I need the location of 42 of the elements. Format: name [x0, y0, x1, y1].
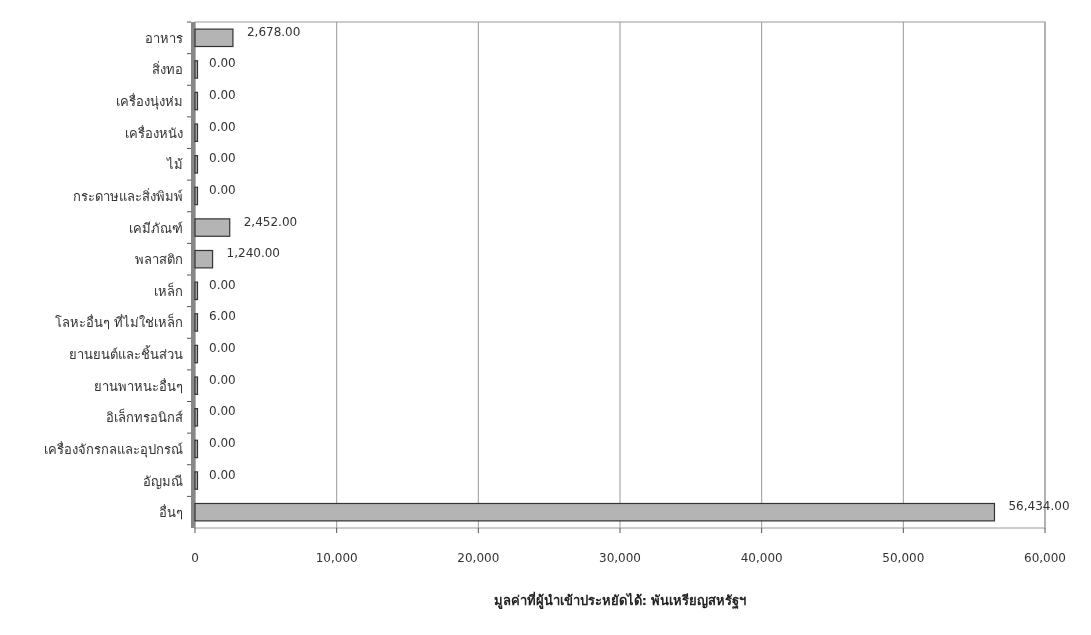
data-label: 0.00 — [209, 372, 236, 387]
y-tick-label: พลาสติก — [135, 252, 183, 268]
y-tick-label: อัญมณี — [143, 473, 183, 489]
data-label: 0.00 — [209, 56, 236, 71]
y-tick-label: อื่นๆ — [159, 504, 183, 521]
y-tick-label: เครื่องจักรกลและอุปกรณ์ — [44, 440, 183, 458]
data-label: 0.00 — [209, 182, 236, 197]
data-label: 6.00 — [209, 309, 236, 324]
x-tick-label: 0 — [191, 551, 199, 565]
x-tick-label: 20,000 — [457, 551, 500, 565]
data-label: 0.00 — [209, 88, 236, 103]
data-label: 0.00 — [209, 341, 236, 356]
data-label: 2,678.00 — [246, 24, 301, 39]
data-label: 0.00 — [209, 151, 236, 166]
data-label: 0.00 — [209, 404, 236, 419]
y-tick-label: เคมีภัณฑ์ — [129, 220, 183, 236]
data-label: 0.00 — [209, 277, 236, 292]
data-label: 56,434.00 — [1008, 499, 1070, 514]
bar — [194, 313, 199, 332]
y-tick-label: ยานยนต์และชิ้นส่วน — [69, 345, 183, 363]
data-label: 1,240.00 — [226, 246, 280, 261]
y-tick-label: เครื่องหนัง — [125, 124, 183, 141]
bar — [194, 502, 996, 522]
y-tick-label: เหล็ก — [154, 281, 183, 299]
x-axis-title: มูลค่าที่ผู้นำเข้าประหยัดได้: พันเหรียญสหรัฐฯ — [493, 591, 747, 610]
y-tick-label: โลหะอื่นๆ ที่ไม่ใช่เหล็ก — [54, 313, 183, 331]
data-label: 0.00 — [209, 467, 236, 482]
y-tick-label: อาหาร — [145, 30, 183, 46]
y-tick-label: กระดาษและสิ่งพิมพ์ — [73, 187, 183, 204]
y-tick-label: ยานพาหนะอื่นๆ — [94, 377, 183, 394]
y-tick-label: เครื่องนุ่งห่ม — [116, 93, 183, 111]
data-label: 0.00 — [209, 435, 236, 450]
x-tick-label: 10,000 — [315, 551, 358, 565]
x-tick-label: 50,000 — [882, 551, 925, 565]
y-tick-label: ไม้ — [166, 157, 183, 173]
x-tick-label: 60,000 — [1024, 551, 1066, 565]
x-tick-label: 40,000 — [740, 551, 783, 565]
y-tick-label: สิ่งทอ — [152, 61, 183, 78]
data-label: 0.00 — [209, 119, 236, 134]
y-tick-label: อิเล็กทรอนิกส์ — [106, 408, 183, 426]
x-tick-label: 30,000 — [599, 551, 641, 565]
data-label: 2,452.00 — [243, 214, 298, 229]
